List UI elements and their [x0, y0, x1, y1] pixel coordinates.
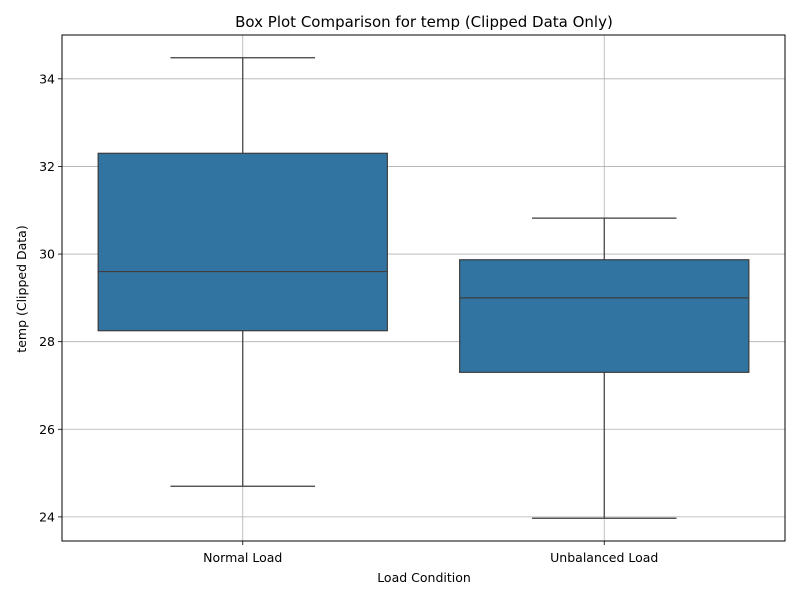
- y-axis-title: temp (Clipped Data): [14, 225, 29, 352]
- box-normal-load: [97, 57, 388, 487]
- y-axis-ticks: 24 26 28 30 32 34: [39, 71, 62, 524]
- box-unbalanced-load: [459, 217, 750, 519]
- y-tick-label: 32: [39, 159, 55, 174]
- chart-title: Box Plot Comparison for temp (Clipped Da…: [235, 13, 613, 31]
- y-tick-label: 34: [39, 71, 55, 86]
- x-tick-label: Normal Load: [203, 550, 282, 565]
- y-tick-label: 24: [39, 509, 55, 524]
- iqr-box: [459, 259, 750, 373]
- y-tick-label: 28: [39, 334, 55, 349]
- x-axis-ticks: Normal Load Unbalanced Load: [203, 541, 658, 565]
- plot-area-frame: [61, 34, 786, 542]
- iqr-box: [97, 152, 388, 332]
- y-tick-label: 30: [39, 247, 55, 262]
- y-tick-label: 26: [39, 422, 55, 437]
- x-axis-title: Load Condition: [377, 570, 471, 585]
- boxes: [97, 57, 750, 519]
- x-tick-label: Unbalanced Load: [550, 550, 658, 565]
